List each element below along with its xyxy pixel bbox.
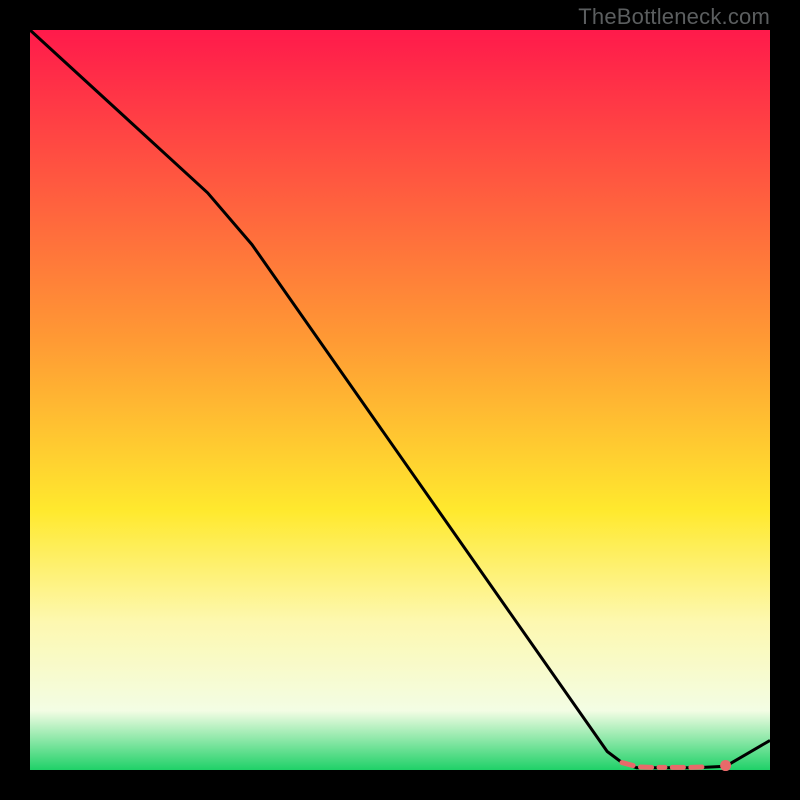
chart-frame: TheBottleneck.com xyxy=(0,0,800,800)
bottleneck-curve xyxy=(30,30,770,768)
watermark-text: TheBottleneck.com xyxy=(578,4,770,30)
plot-area xyxy=(30,30,770,770)
highlight-marker xyxy=(720,760,731,771)
highlight-dash xyxy=(622,763,633,766)
chart-svg xyxy=(30,30,770,770)
